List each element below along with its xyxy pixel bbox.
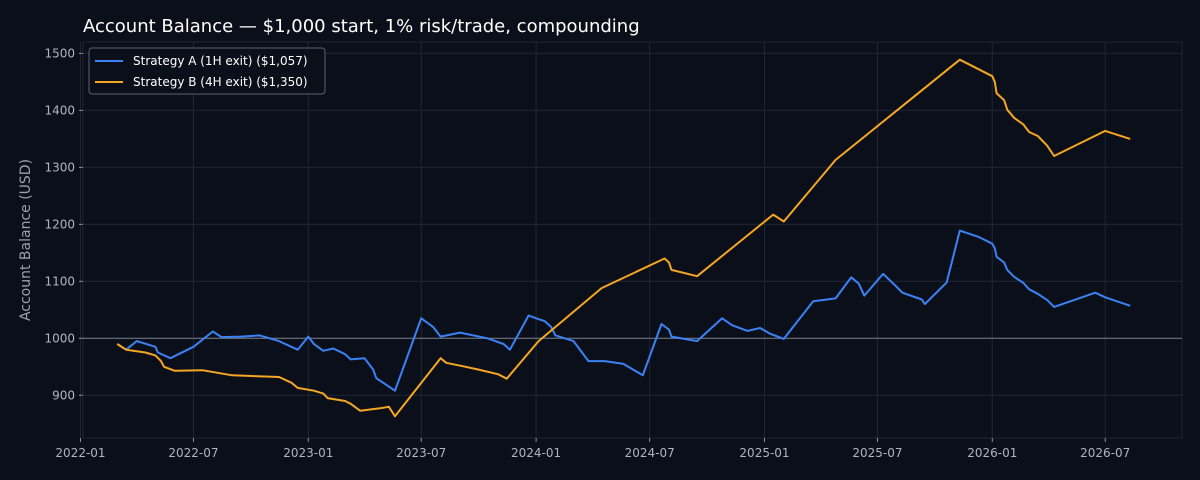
y-axis-label: Account Balance (USD) <box>18 159 34 321</box>
x-tick-label: 2023-01 <box>283 446 333 460</box>
legend-box <box>88 47 326 95</box>
y-tick-label: 1400 <box>44 103 75 117</box>
legend: Strategy A (1H exit) ($1,057) Strategy B… <box>88 47 326 95</box>
x-axis-ticks: 2022-01 2022-07 2023-01 2023-07 2024-01 2024-… <box>55 438 1130 460</box>
chart-title: Account Balance — $1,000 start, 1% risk/… <box>83 16 640 37</box>
y-tick-label: 1200 <box>44 217 75 231</box>
x-tick-label: 2022-01 <box>55 446 105 460</box>
y-tick-label: 1300 <box>44 160 75 174</box>
y-tick-label: 900 <box>52 388 75 402</box>
grid-lines <box>80 42 1182 438</box>
y-tick-label: 1100 <box>44 274 75 288</box>
x-tick-label: 2023-07 <box>396 446 446 460</box>
legend-label-strategy-b: Strategy B (4H exit) ($1,350) <box>133 75 308 89</box>
series-line-strategy-b <box>116 58 1131 418</box>
plot-area <box>82 41 1183 439</box>
y-axis-ticks: 900 1000 1100 1200 1300 1400 1500 <box>44 46 83 402</box>
y-tick-label: 1500 <box>44 46 75 60</box>
series-line-strategy-a <box>116 229 1131 392</box>
y-tick-label: 1000 <box>44 331 75 345</box>
x-tick-label: 2025-07 <box>852 446 902 460</box>
x-tick-label: 2024-07 <box>625 446 675 460</box>
x-tick-label: 2024-01 <box>511 446 561 460</box>
x-tick-label: 2026-01 <box>967 446 1017 460</box>
x-tick-label: 2025-01 <box>739 446 789 460</box>
legend-label-strategy-a: Strategy A (1H exit) ($1,057) <box>133 54 308 68</box>
x-tick-label: 2026-07 <box>1080 446 1130 460</box>
x-tick-label: 2022-07 <box>168 446 218 460</box>
series-lines <box>116 58 1131 418</box>
